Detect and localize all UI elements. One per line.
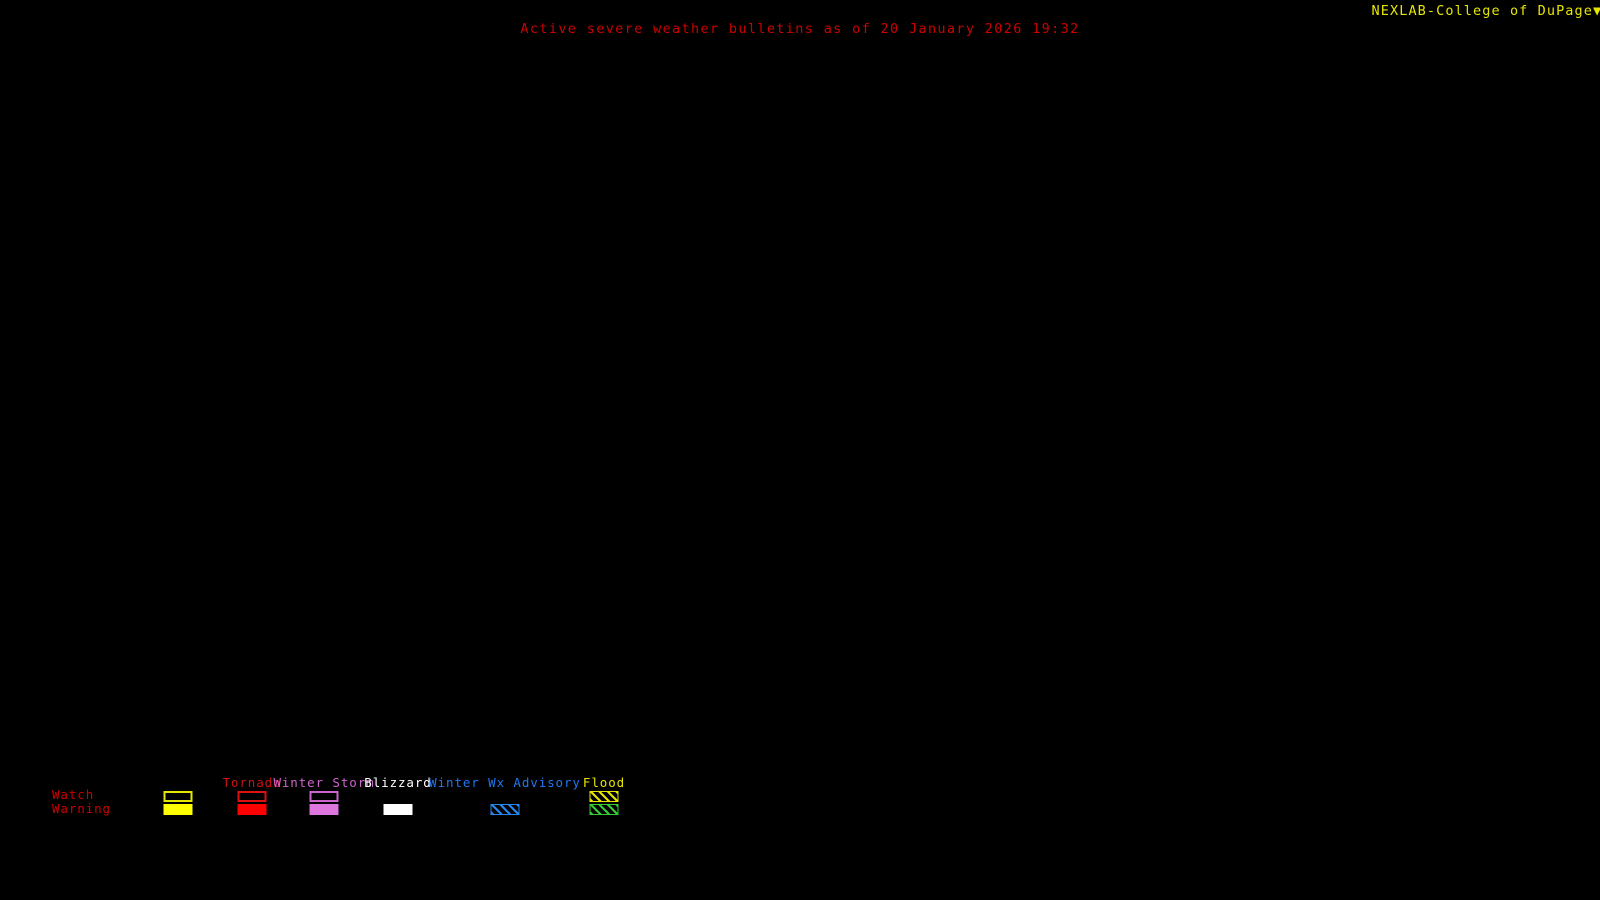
page-title: Active severe weather bulletins as of 20… — [520, 21, 1080, 37]
legend-swatch-winter-wx-advisory-watch — [491, 791, 520, 802]
legend-label-t-storm: T-Storm — [148, 775, 208, 790]
legend-column-flood[interactable]: Flood — [572, 776, 636, 826]
legend-label-tornado: Tornado — [222, 775, 282, 790]
legend-swatch-winter-storm-warning — [309, 804, 339, 815]
legend-row-label-watch: Watch — [52, 787, 95, 802]
legend-label-winter-storm: Winter Storm — [273, 775, 375, 790]
legend-label-flood: Flood — [582, 775, 626, 790]
legend-column-winter-storm[interactable]: Winter Storm — [260, 776, 388, 826]
legend-swatch-tornado-watch — [237, 791, 267, 802]
legend: Watch Warning T-Storm Tornado Winter Sto… — [52, 776, 672, 826]
legend-column-t-storm[interactable]: T-Storm — [128, 776, 228, 826]
legend-column-blizzard[interactable]: Blizzard — [358, 776, 438, 826]
legend-swatch-winter-wx-advisory-warning — [490, 804, 520, 815]
legend-swatch-blizzard-watch — [384, 791, 413, 802]
legend-label-blizzard: Blizzard — [364, 775, 432, 790]
branding-label: NEXLAB-College of DuPage▼ — [1372, 3, 1600, 19]
legend-column-tornado[interactable]: Tornado — [202, 776, 302, 826]
legend-swatch-blizzard-warning — [383, 804, 413, 815]
legend-row-label-warning: Warning — [52, 801, 111, 816]
legend-swatch-flood-warning — [589, 804, 619, 815]
legend-column-winter-wx-advisory[interactable]: Winter Wx Advisory — [424, 776, 586, 826]
legend-swatch-t-storm-warning — [163, 804, 193, 815]
branding-cut-glyph: ▼ — [1593, 3, 1600, 19]
legend-swatch-tornado-warning — [237, 804, 267, 815]
legend-label-winter-wx-advisory: Winter Wx Advisory — [429, 775, 581, 790]
branding-text: NEXLAB-College of DuPage — [1371, 3, 1593, 19]
legend-swatch-flood-watch — [589, 791, 619, 802]
legend-swatch-t-storm-watch — [163, 791, 193, 802]
legend-swatch-winter-storm-watch — [309, 791, 339, 802]
